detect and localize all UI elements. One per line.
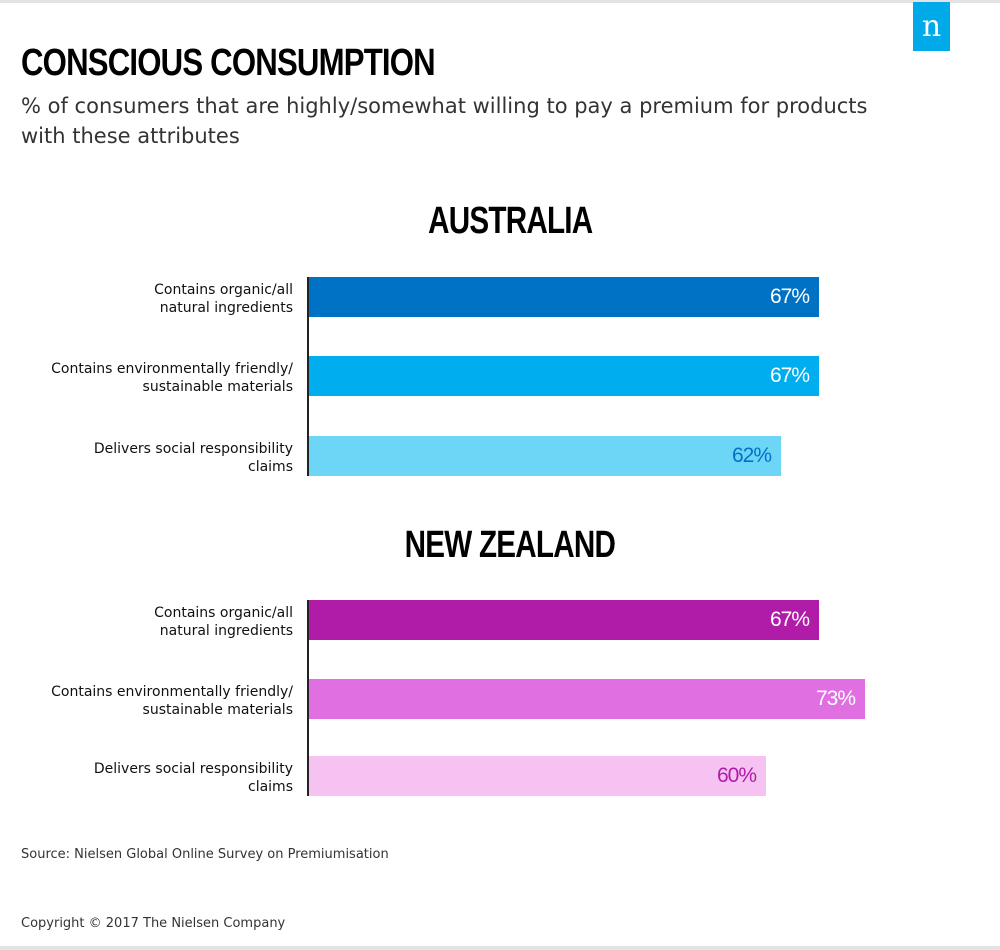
new-zealand-category-label: Contains environmentally friendly/sustai… xyxy=(20,683,293,719)
new-zealand-category-label-line: Contains environmentally friendly/ xyxy=(51,684,293,700)
australia-bar: 67% xyxy=(309,356,819,396)
new-zealand-section-title-text: NEW ZEALAND xyxy=(404,524,616,566)
australia-category-label: Delivers social responsibility claims xyxy=(20,440,293,476)
subtitle-line-2: with these attributes xyxy=(21,124,240,148)
new-zealand-bar-value-label: 60% xyxy=(716,764,757,787)
australia-category-label-line: Contains environmentally friendly/ xyxy=(51,361,293,377)
australia-category-label-line: sustainable materials xyxy=(142,379,293,395)
copyright-note: Copyright © 2017 The Nielsen Company xyxy=(21,916,286,931)
australia-category-label-line: claims xyxy=(248,459,293,475)
new-zealand-category-label: Contains organic/all natural ingredients xyxy=(20,604,293,640)
chart-title: CONSCIOUS CONSUMPTION xyxy=(21,42,436,84)
australia-category-label-line: Contains organic/all xyxy=(154,282,293,298)
new-zealand-bar-value-label: 67% xyxy=(769,608,810,631)
new-zealand-category-label-line: claims xyxy=(248,779,293,795)
australia-axis-line xyxy=(307,277,309,476)
australia-category-label: Contains environmentally friendly/sustai… xyxy=(20,360,293,396)
australia-category-label-line: Delivers social responsibility xyxy=(93,441,293,457)
australia-bar-value-label: 67% xyxy=(769,285,810,308)
new-zealand-category-label-line: natural ingredients xyxy=(159,623,293,639)
nielsen-logo: n xyxy=(913,2,950,51)
australia-bar: 67% xyxy=(309,277,819,317)
australia-section-title-text: AUSTRALIA xyxy=(427,200,593,242)
new-zealand-section-title: NEW ZEALAND xyxy=(0,524,1000,567)
new-zealand-category-label-line: Contains organic/all xyxy=(154,605,293,621)
chart-subtitle: % of consumers that are highly/somewhat … xyxy=(21,91,921,151)
australia-bar: 62% xyxy=(309,436,781,476)
australia-category-label-line: natural ingredients xyxy=(159,300,293,316)
australia-section-title: AUSTRALIA xyxy=(0,200,1000,243)
subtitle-line-1: % of consumers that are highly/somewhat … xyxy=(21,94,868,118)
new-zealand-bar: 60% xyxy=(309,756,766,796)
new-zealand-bar: 67% xyxy=(309,600,819,640)
australia-bar-value-label: 62% xyxy=(731,444,772,467)
new-zealand-bar: 73% xyxy=(309,679,865,719)
bottom-border xyxy=(0,946,1000,950)
new-zealand-category-label-line: Delivers social responsibility xyxy=(93,761,293,777)
new-zealand-category-label: Delivers social responsibility claims xyxy=(20,760,293,796)
top-border xyxy=(0,0,1000,3)
australia-bar-value-label: 67% xyxy=(769,364,810,387)
australia-category-label: Contains organic/all natural ingredients xyxy=(20,281,293,317)
new-zealand-bar-value-label: 73% xyxy=(815,687,856,710)
new-zealand-category-label-line: sustainable materials xyxy=(142,702,293,718)
source-note: Source: Nielsen Global Online Survey on … xyxy=(21,847,389,862)
new-zealand-axis-line xyxy=(307,600,309,796)
